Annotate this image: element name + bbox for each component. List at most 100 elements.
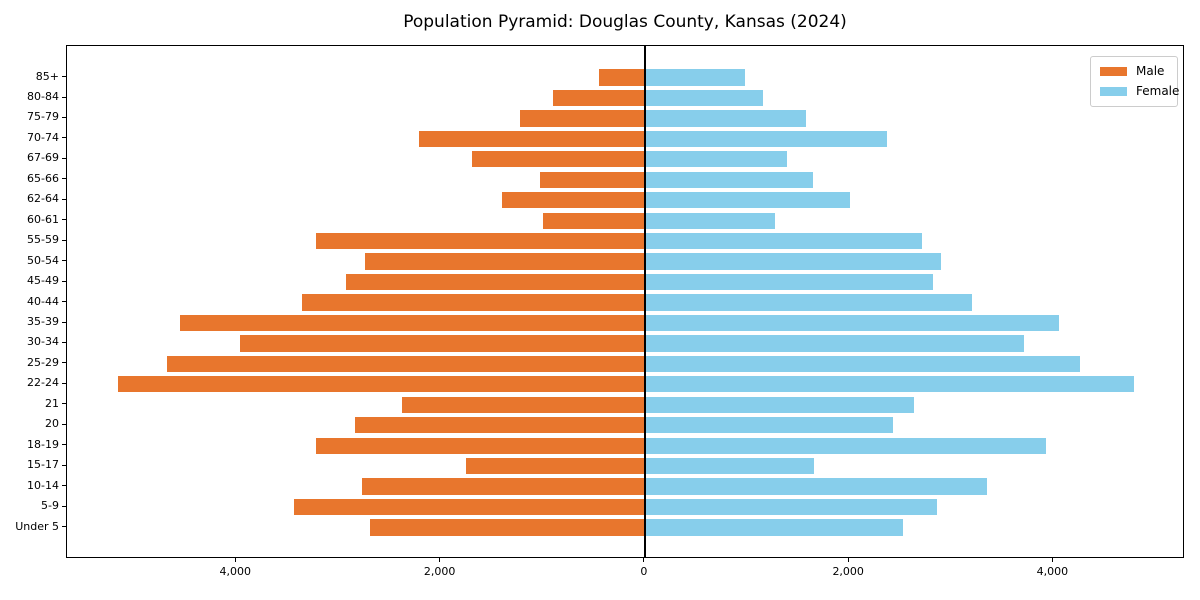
legend-item-female: Female — [1100, 85, 1179, 98]
y-axis-tick — [62, 485, 66, 487]
bar-male-25-29 — [166, 355, 645, 373]
y-axis-label-67-69: 67-69 — [27, 151, 59, 165]
y-axis-label-18-19: 18-19 — [27, 437, 59, 451]
female-color-swatch — [1100, 87, 1127, 96]
bar-female-18-19 — [644, 437, 1047, 454]
x-axis-tick — [847, 558, 849, 562]
x-axis-label-4: 4,000 — [1036, 565, 1069, 578]
bar-male-62-64 — [501, 192, 645, 209]
bar-male-20 — [354, 417, 645, 434]
chart-title: Population Pyramid: Douglas County, Kans… — [403, 12, 847, 32]
male-color-swatch — [1100, 67, 1127, 76]
bar-male-70-74 — [419, 130, 645, 148]
bar-female-60-61 — [644, 212, 775, 229]
y-axis-label-25-29: 25-29 — [27, 355, 59, 369]
y-axis-label-70-74: 70-74 — [27, 130, 59, 144]
bar-female-65-66 — [644, 171, 814, 188]
y-axis-tick — [62, 321, 66, 323]
bar-female-85+ — [644, 69, 745, 86]
y-axis-tick — [62, 76, 66, 77]
y-axis-label-45-49: 45-49 — [27, 274, 59, 287]
x-axis-label-2: 0 — [640, 565, 648, 578]
bar-female-30-34 — [644, 335, 1024, 352]
bar-male-21 — [401, 396, 645, 413]
bar-male-30-34 — [240, 335, 645, 352]
x-axis-label-3: 2,000 — [832, 565, 864, 578]
bar-female-55-59 — [644, 233, 922, 250]
x-axis-tick — [1051, 558, 1053, 562]
y-axis-tick — [62, 96, 66, 98]
legend-label-female: Female — [1136, 84, 1180, 98]
bar-female-21 — [644, 396, 915, 413]
bar-female-45-49 — [644, 273, 933, 291]
y-axis-tick — [62, 178, 66, 180]
legend: Male Female — [1090, 56, 1179, 107]
y-axis-label-10-14: 10-14 — [27, 478, 59, 492]
bar-male-10-14 — [362, 478, 645, 495]
x-axis-tick — [439, 558, 441, 562]
bar-female-15-17 — [644, 458, 815, 475]
bar-male-35-39 — [180, 314, 645, 332]
bar-male-22-24 — [117, 376, 645, 393]
bar-male-85+ — [598, 69, 645, 86]
legend-label-male: Male — [1136, 64, 1165, 78]
bar-female-80-84 — [644, 89, 764, 107]
y-axis-tick — [62, 301, 66, 302]
y-axis-tick — [62, 526, 66, 527]
y-axis-tick — [62, 444, 66, 446]
y-axis-label-22-24: 22-24 — [27, 376, 59, 390]
bar-female-70-74 — [644, 130, 887, 148]
bar-female-40-44 — [644, 294, 972, 311]
y-axis-label-21: 21 — [45, 396, 59, 410]
bar-female-75-79 — [644, 110, 807, 127]
bar-female-under-5 — [644, 519, 904, 536]
y-axis-tick — [62, 464, 66, 466]
y-axis-tick — [62, 116, 66, 118]
y-axis-label-35-39: 35-39 — [27, 315, 59, 328]
y-axis-label-75-79: 75-79 — [27, 110, 59, 124]
y-axis-tick — [62, 362, 66, 364]
zero-axis-line — [644, 46, 646, 557]
legend-item-male: Male — [1100, 65, 1168, 78]
y-axis-tick — [62, 403, 66, 405]
y-axis-tick — [62, 341, 66, 343]
y-axis-label-40-44: 40-44 — [27, 294, 59, 308]
bar-female-67-69 — [644, 151, 787, 168]
bar-male-40-44 — [301, 294, 645, 311]
y-axis-label-85+: 85+ — [35, 69, 59, 83]
bar-male-80-84 — [553, 89, 645, 107]
y-axis-label-65-66: 65-66 — [27, 171, 59, 185]
y-axis-tick — [62, 157, 66, 159]
bar-female-22-24 — [644, 376, 1135, 393]
bar-male-under-5 — [370, 519, 645, 536]
bar-female-20 — [644, 417, 894, 434]
x-axis-tick — [234, 558, 236, 562]
bar-female-25-29 — [644, 355, 1080, 373]
y-axis-label-5-9: 5-9 — [41, 499, 59, 512]
y-axis-label-62-64: 62-64 — [27, 192, 59, 206]
y-axis-tick — [62, 219, 66, 221]
bar-male-75-79 — [520, 110, 645, 127]
bar-male-15-17 — [466, 458, 645, 475]
bar-male-60-61 — [542, 212, 645, 229]
y-axis-tick — [62, 280, 66, 282]
x-axis-label-1: 2,000 — [423, 565, 456, 578]
y-axis-label-30-34: 30-34 — [27, 335, 59, 349]
plot-area: Male Female — [66, 45, 1184, 558]
y-axis-label-55-59: 55-59 — [27, 233, 59, 247]
bar-female-5-9 — [644, 498, 937, 516]
y-axis-tick — [62, 382, 66, 384]
y-axis-tick — [62, 260, 66, 262]
y-axis-label-50-54: 50-54 — [27, 253, 59, 267]
x-axis-label-0: 4,000 — [219, 565, 252, 578]
y-axis-label-under-5: Under 5 — [15, 519, 59, 533]
y-axis-label-15-17: 15-17 — [27, 458, 59, 472]
bar-male-50-54 — [365, 253, 645, 270]
y-axis-label-20: 20 — [45, 417, 59, 431]
bar-female-62-64 — [644, 192, 851, 209]
y-axis-tick — [62, 505, 66, 507]
bar-male-67-69 — [472, 151, 645, 168]
bar-female-35-39 — [644, 314, 1059, 332]
y-axis-tick — [62, 423, 66, 425]
